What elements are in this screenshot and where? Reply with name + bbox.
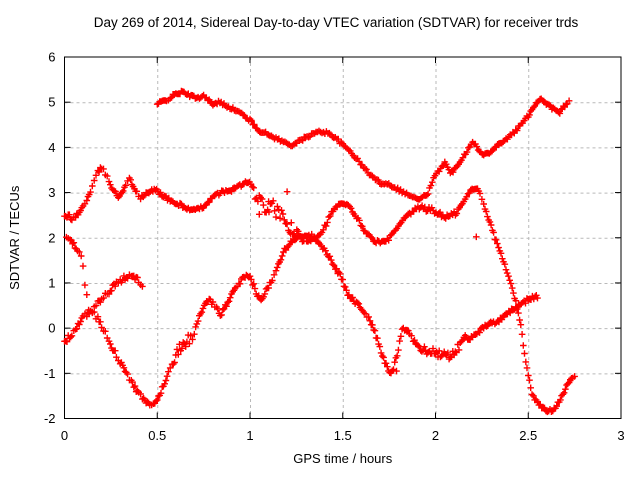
series-upper-arc-markers	[153, 87, 573, 203]
x-axis-label: GPS time / hours	[293, 451, 392, 466]
svg-text:0.5: 0.5	[148, 428, 166, 443]
svg-text:1: 1	[48, 275, 55, 290]
svg-text:2: 2	[48, 230, 55, 245]
svg-text:5: 5	[48, 95, 55, 110]
outlier-markers	[256, 188, 480, 375]
data-markers	[61, 87, 578, 416]
x-tick-labels: 0 0.5 1 1.5 2 2.5 3	[61, 428, 625, 443]
svg-text:6: 6	[48, 50, 55, 65]
svg-text:-1: -1	[44, 366, 56, 381]
chart-title: Day 269 of 2014, Sidereal Day-to-day VTE…	[94, 15, 579, 30]
svg-text:2.5: 2.5	[519, 428, 537, 443]
svg-text:-2: -2	[44, 411, 56, 426]
svg-text:1.5: 1.5	[334, 428, 352, 443]
svg-text:4: 4	[48, 140, 55, 155]
y-axis-label: SDTVAR / TECUs	[7, 185, 22, 290]
svg-text:0: 0	[48, 321, 55, 336]
series-big-w-markers	[63, 230, 541, 409]
svg-text:3: 3	[48, 185, 55, 200]
svg-text:0: 0	[61, 428, 68, 443]
y-tick-labels: -2 -1 0 1 2 3 4 5 6	[44, 50, 56, 427]
grid-lines	[64, 57, 621, 419]
svg-text:2: 2	[432, 428, 439, 443]
svg-text:3: 3	[617, 428, 624, 443]
svg-text:1: 1	[246, 428, 253, 443]
